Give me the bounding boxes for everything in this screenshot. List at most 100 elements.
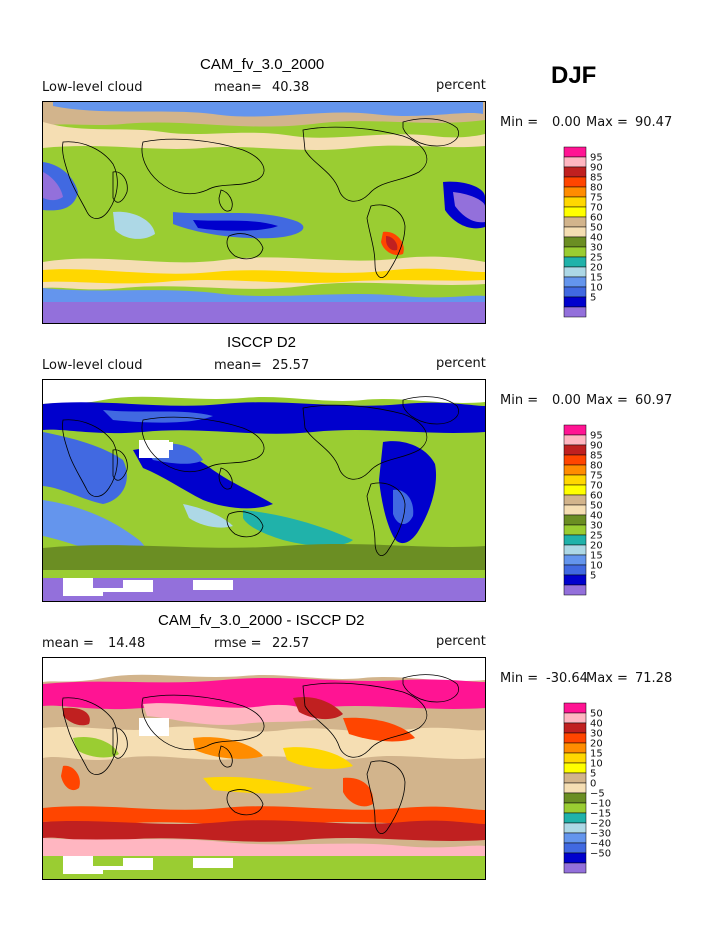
colorbar-label: −40: [590, 839, 611, 850]
colorbar-swatch: [563, 216, 587, 228]
panel3-mean-value: 14.48: [108, 636, 146, 651]
colorbar-label: 60: [590, 491, 603, 502]
colorbar-label: 15: [590, 749, 603, 760]
colorbar-swatch: [563, 712, 587, 724]
colorbar-label: 40: [590, 719, 603, 730]
colorbar-swatch: [563, 276, 587, 288]
colorbar-swatch: [563, 434, 587, 446]
panel3-map: [42, 657, 486, 880]
colorbar-swatch: [563, 246, 587, 258]
colorbar-swatch: [563, 424, 587, 436]
colorbar-label: 70: [590, 481, 603, 492]
colorbar-swatch: [563, 464, 587, 476]
panel3-rmse-label: rmse =: [214, 636, 262, 651]
colorbar-label: 95: [590, 153, 603, 164]
colorbar-label: 5: [590, 769, 596, 780]
colorbar-label: −30: [590, 829, 611, 840]
panel2-max-value: 60.97: [635, 393, 673, 408]
colorbar-label: 75: [590, 471, 603, 482]
colorbar-swatch: [563, 286, 587, 298]
colorbar-swatch: [563, 732, 587, 744]
colorbar-swatch: [563, 772, 587, 784]
colorbar-swatch: [563, 236, 587, 248]
colorbar-label: 20: [590, 541, 603, 552]
panel1-max-value: 90.47: [635, 115, 673, 130]
colorbar-swatch: [563, 206, 587, 218]
colorbar-swatch: [563, 186, 587, 198]
panel2-mean-label: mean=: [214, 358, 262, 373]
colorbar-swatch: [563, 226, 587, 238]
colorbar-swatch: [563, 494, 587, 506]
panel3-field: [43, 658, 485, 879]
colorbar-swatch: [563, 812, 587, 824]
colorbar-swatch: [563, 514, 587, 526]
colorbar-swatch: [563, 762, 587, 774]
panel1-min-label: Min =: [500, 115, 539, 130]
colorbar-label: 20: [590, 739, 603, 750]
colorbar-label: 50: [590, 223, 603, 234]
panel1-variable-label: Low-level cloud: [42, 80, 143, 95]
colorbar-swatch: [563, 702, 587, 714]
colorbar-swatch: [563, 742, 587, 754]
colorbar-swatch: [563, 524, 587, 536]
panel1-title: CAM_fv_3.0_2000: [200, 56, 325, 73]
colorbar-label: 25: [590, 531, 603, 542]
colorbar-swatch: [563, 802, 587, 814]
panel2-variable-label: Low-level cloud: [42, 358, 143, 373]
colorbar-swatch: [563, 156, 587, 168]
colorbar-label: 15: [590, 273, 603, 284]
colorbar-label: 20: [590, 263, 603, 274]
colorbar-swatch: [563, 146, 587, 158]
colorbar-swatch: [563, 176, 587, 188]
colorbar-label: 90: [590, 441, 603, 452]
colorbar-label: −5: [590, 789, 605, 800]
colorbar-swatch: [563, 166, 587, 178]
colorbar-label: 40: [590, 233, 603, 244]
colorbar-swatch: [563, 584, 587, 596]
colorbar-label: 10: [590, 561, 603, 572]
panel1-min-value: 0.00: [552, 115, 581, 130]
colorbar-swatch: [563, 196, 587, 208]
colorbar-label: 70: [590, 203, 603, 214]
panel2-min-label: Min =: [500, 393, 539, 408]
colorbar-label: 90: [590, 163, 603, 174]
panel3-min-label: Min =: [500, 671, 539, 686]
panel1-field: [43, 102, 485, 323]
colorbar-swatch: [563, 306, 587, 318]
panel2-map: [42, 379, 486, 602]
season-label: DJF: [551, 62, 597, 89]
colorbar-label: 25: [590, 253, 603, 264]
colorbar-swatch: [563, 504, 587, 516]
colorbar-swatch: [563, 822, 587, 834]
panel1-mean-label: mean=: [214, 80, 262, 95]
colorbar-swatch: [563, 554, 587, 566]
colorbar-swatch: [563, 832, 587, 844]
colorbar-label: 75: [590, 193, 603, 204]
colorbar-swatch: [563, 852, 587, 864]
colorbar-label: 60: [590, 213, 603, 224]
colorbar-swatch: [563, 544, 587, 556]
colorbar-swatch: [563, 792, 587, 804]
colorbar-label: 95: [590, 431, 603, 442]
colorbar-swatch: [563, 266, 587, 278]
colorbar-label: 15: [590, 551, 603, 562]
panel3-mean-label: mean =: [42, 636, 94, 651]
colorbar-label: 5: [590, 571, 596, 582]
panel3-max-value: 71.28: [635, 671, 673, 686]
colorbar-swatch: [563, 256, 587, 268]
panel3-colorbar: 50 40 30 20 15 10 5 0 −5 −10 −15 −20 −30 −40 −50: [563, 702, 624, 878]
colorbar-swatch: [563, 534, 587, 546]
colorbar-swatch: [563, 782, 587, 794]
colorbar-swatch: [563, 484, 587, 496]
colorbar-label: −20: [590, 819, 611, 830]
panel2-mean-value: 25.57: [272, 358, 310, 373]
panel2-field: [43, 380, 485, 601]
colorbar-swatch: [563, 574, 587, 586]
colorbar-label: 85: [590, 451, 603, 462]
colorbar-swatch: [563, 296, 587, 308]
colorbar-swatch: [563, 564, 587, 576]
colorbar-swatch: [563, 454, 587, 466]
panel1-map: [42, 101, 486, 324]
